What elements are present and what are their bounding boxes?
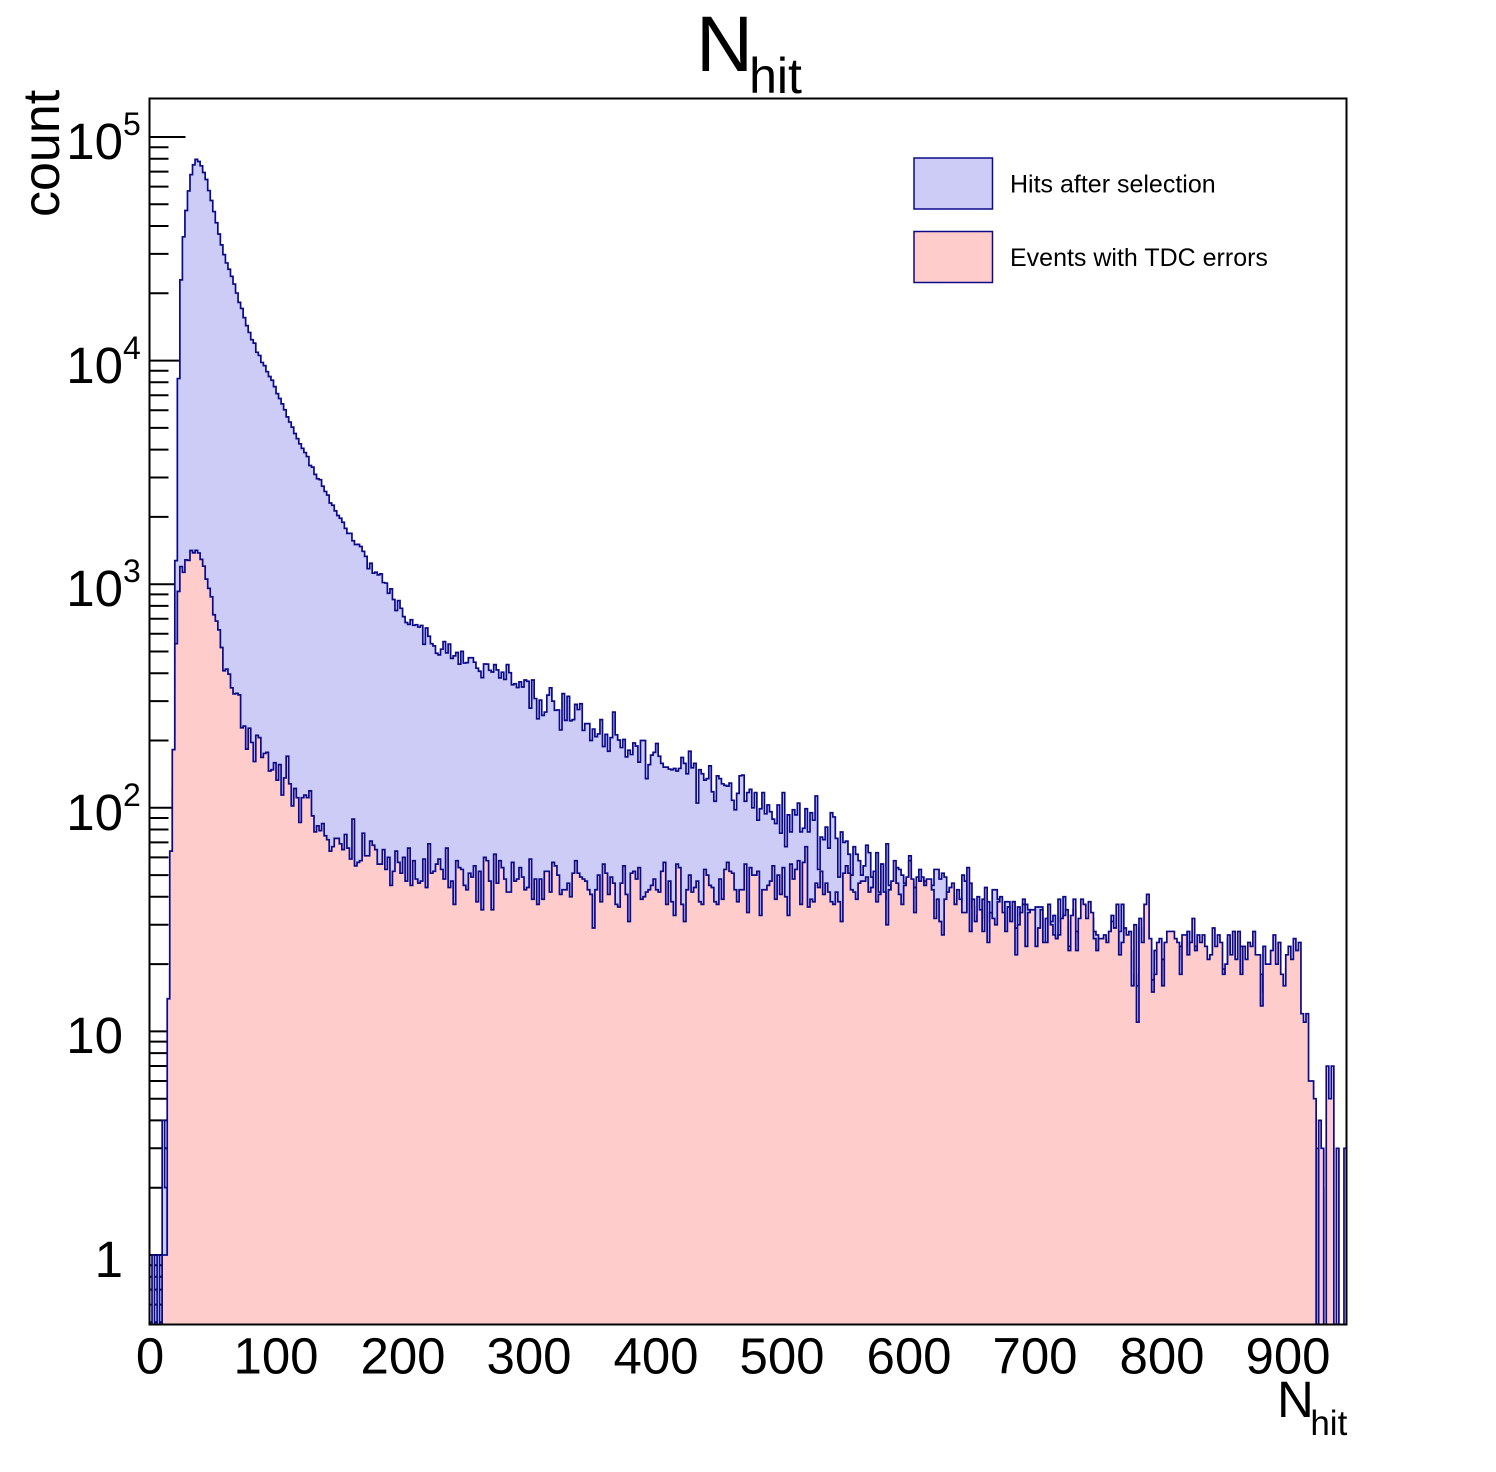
svg-text:200: 200 <box>360 1328 445 1385</box>
svg-text:4: 4 <box>123 330 141 366</box>
svg-text:800: 800 <box>1119 1328 1204 1385</box>
svg-text:1: 1 <box>95 1231 123 1288</box>
svg-text:500: 500 <box>739 1328 824 1385</box>
svg-text:100: 100 <box>233 1328 318 1385</box>
svg-text:Nhit: Nhit <box>696 0 802 104</box>
svg-text:3: 3 <box>123 553 141 589</box>
svg-text:10: 10 <box>66 337 123 394</box>
svg-text:0: 0 <box>136 1328 164 1385</box>
svg-text:700: 700 <box>992 1328 1077 1385</box>
svg-text:400: 400 <box>613 1328 698 1385</box>
svg-text:Events with TDC errors: Events with TDC errors <box>1010 244 1268 272</box>
svg-text:10: 10 <box>66 1007 123 1064</box>
svg-text:900: 900 <box>1245 1328 1330 1385</box>
svg-text:600: 600 <box>866 1328 951 1385</box>
svg-text:5: 5 <box>123 106 141 142</box>
svg-text:count: count <box>13 89 71 217</box>
svg-text:10: 10 <box>66 560 123 617</box>
svg-text:10: 10 <box>66 784 123 841</box>
svg-text:2: 2 <box>123 777 141 813</box>
svg-text:10: 10 <box>66 113 123 170</box>
svg-text:Hits after selection: Hits after selection <box>1010 171 1216 199</box>
svg-text:300: 300 <box>486 1328 571 1385</box>
